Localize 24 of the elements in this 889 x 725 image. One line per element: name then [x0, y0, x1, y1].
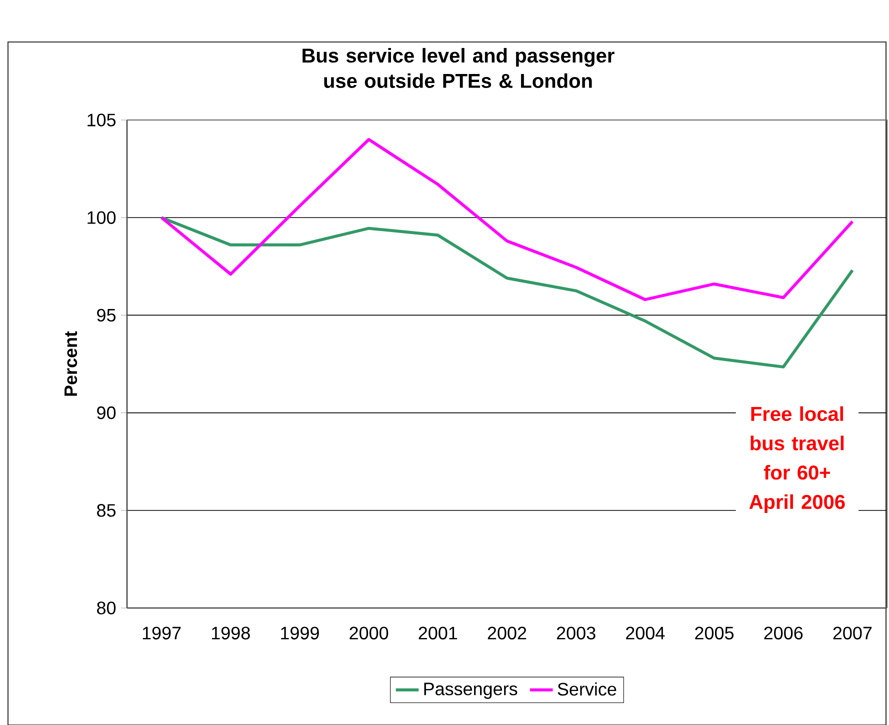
x-tick-label: 2005 — [695, 626, 734, 640]
x-tick-label: 2001 — [418, 626, 458, 640]
y-tick-label: 105 — [88, 114, 116, 126]
x-tick-label: 2007 — [833, 626, 872, 640]
y-tick-label: 80 — [97, 602, 116, 614]
y-axis-title: Percent — [64, 331, 78, 396]
x-tick-label: 2006 — [764, 626, 803, 640]
x-tick-label: 1997 — [142, 626, 181, 640]
y-tick-label: 90 — [97, 406, 116, 420]
x-tick-label: 2003 — [556, 626, 596, 640]
legend-label: Passengers — [424, 682, 518, 699]
x-tick-label: 1999 — [281, 626, 319, 640]
x-tick-label: 2000 — [350, 626, 388, 640]
line-series — [160, 138, 854, 302]
chart-title: Bus service level and passenger use outside PTEs & London — [302, 48, 614, 88]
legend-label: Service — [558, 682, 616, 696]
y-tick-label: 95 — [97, 308, 116, 322]
y-tick-label: 100 — [88, 211, 116, 224]
x-tick-label: 2004 — [626, 626, 665, 640]
y-tick-label: 85 — [97, 504, 116, 517]
annotation: Free local bus travel for 60+ April 2006 — [749, 406, 845, 513]
x-tick-label: 1998 — [212, 626, 250, 640]
x-tick-label: 2002 — [488, 626, 526, 640]
line-series — [160, 216, 854, 368]
